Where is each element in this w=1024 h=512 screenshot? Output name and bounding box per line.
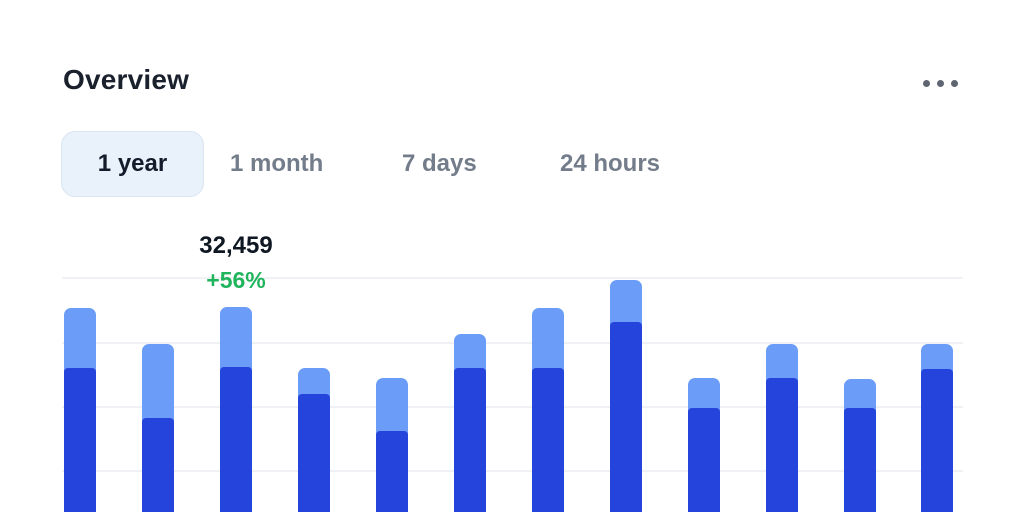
chart-bar-segment-dark <box>64 368 96 512</box>
ellipsis-menu-button[interactable] <box>914 68 966 98</box>
chart-bar-segment-dark <box>142 418 174 512</box>
chart-bar-8[interactable] <box>610 280 642 512</box>
chart-bar-6[interactable] <box>454 334 486 512</box>
ellipsis-icon <box>922 79 930 87</box>
gridline <box>62 342 963 344</box>
tab-1-year[interactable]: 1 year <box>61 131 204 197</box>
chart-bar-9[interactable] <box>688 378 720 512</box>
metric-callout: 32,459 +56% <box>199 232 272 294</box>
chart-bar-segment-dark <box>376 431 408 512</box>
chart-bar-12[interactable] <box>921 344 953 512</box>
chart-bar-segment-dark <box>454 368 486 512</box>
chart-bar-11[interactable] <box>844 379 876 512</box>
gridline <box>62 470 963 472</box>
chart-bar-segment-dark <box>532 368 564 512</box>
chart-bar-3[interactable] <box>220 307 252 512</box>
chart-bar-segment-dark <box>844 408 876 512</box>
tab-1-month[interactable]: 1 month <box>230 150 324 177</box>
tab-7-days[interactable]: 7 days <box>402 150 477 177</box>
ellipsis-icon <box>936 79 944 87</box>
chart-bar-segment-dark <box>688 408 720 512</box>
tab-24-hours[interactable]: 24 hours <box>560 150 661 177</box>
metric-value: 32,459 <box>199 232 273 259</box>
chart-bar-2[interactable] <box>142 344 174 512</box>
chart-bar-segment-dark <box>921 369 953 512</box>
chart-bar-segment-dark <box>220 367 252 512</box>
page-title: Overview <box>63 64 190 95</box>
gridline <box>62 277 963 279</box>
chart-bar-segment-dark <box>610 322 642 512</box>
chart-bar-5[interactable] <box>376 378 408 512</box>
gridline <box>62 406 963 408</box>
chart-bar-segment-dark <box>298 394 330 512</box>
chart-bar-7[interactable] <box>532 308 564 512</box>
ellipsis-icon <box>950 79 958 87</box>
chart-bar-10[interactable] <box>766 344 798 512</box>
chart-bar-4[interactable] <box>298 368 330 512</box>
metric-change-badge: +56% <box>206 267 266 293</box>
chart-bar-segment-dark <box>766 378 798 512</box>
chart-bar-1[interactable] <box>64 308 96 512</box>
time-range-tabs: 1 year 1 month 7 days 24 hours <box>0 131 1024 197</box>
